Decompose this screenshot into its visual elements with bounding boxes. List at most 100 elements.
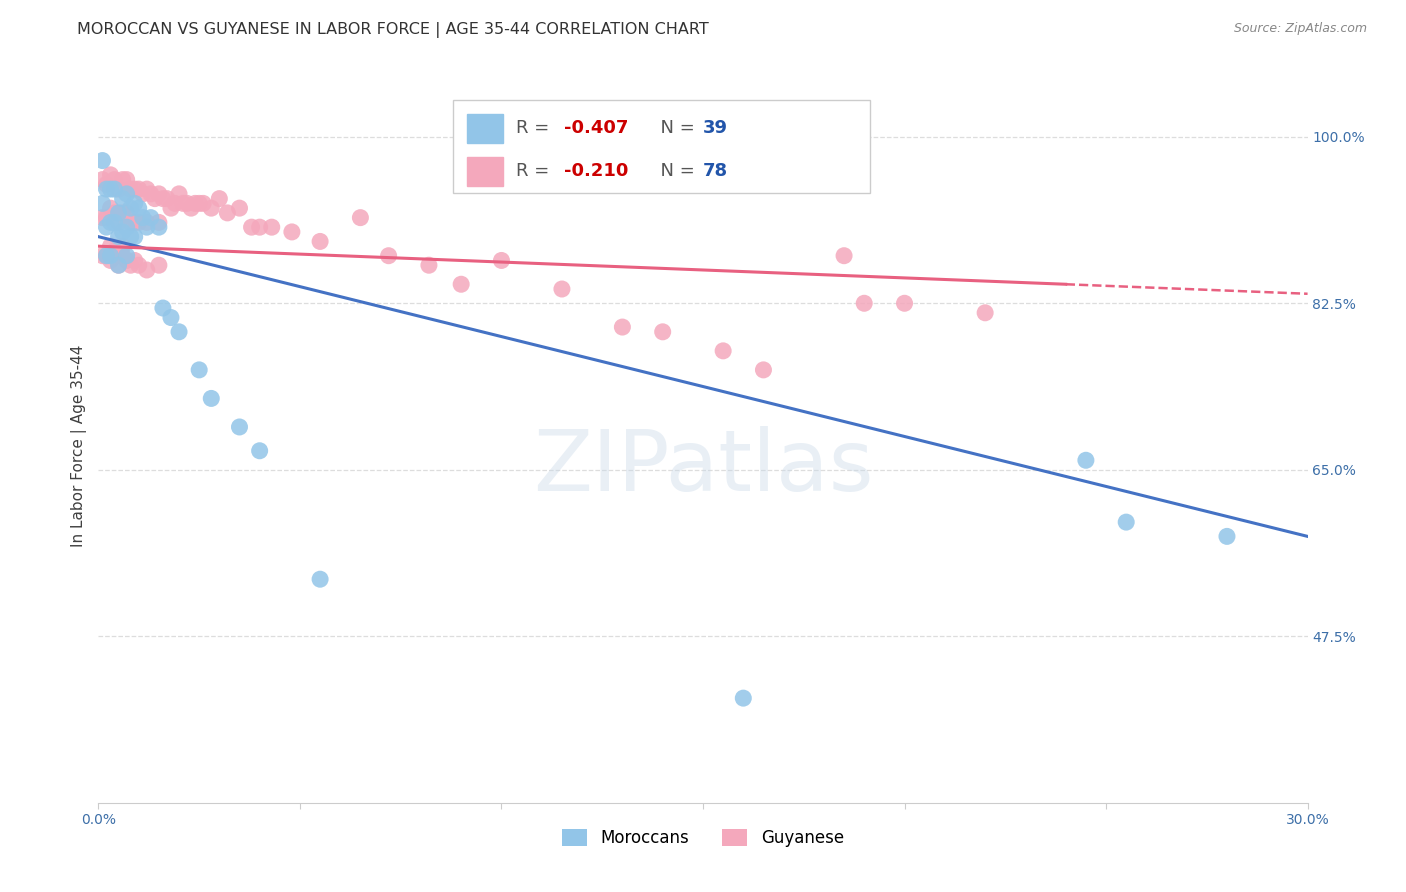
Point bbox=[111, 225, 134, 239]
Point bbox=[200, 201, 222, 215]
Point bbox=[733, 691, 755, 706]
Point bbox=[120, 215, 142, 229]
Point bbox=[139, 211, 162, 225]
Point bbox=[152, 192, 174, 206]
Point bbox=[91, 211, 114, 225]
Point bbox=[450, 277, 472, 292]
Point bbox=[124, 196, 146, 211]
Point bbox=[100, 201, 122, 215]
Point bbox=[349, 211, 371, 225]
Point bbox=[100, 182, 122, 196]
Point bbox=[551, 282, 574, 296]
Text: 78: 78 bbox=[703, 162, 728, 180]
Point bbox=[100, 168, 122, 182]
Point bbox=[107, 206, 129, 220]
Point bbox=[107, 258, 129, 272]
Point bbox=[148, 186, 170, 201]
Point bbox=[711, 343, 734, 358]
Point bbox=[120, 258, 142, 272]
Point bbox=[1074, 453, 1097, 467]
Point bbox=[103, 206, 125, 220]
Point bbox=[240, 220, 263, 235]
Point bbox=[651, 325, 673, 339]
Point bbox=[107, 249, 129, 263]
Point bbox=[115, 186, 138, 201]
Point bbox=[377, 249, 399, 263]
Point bbox=[96, 211, 118, 225]
Point bbox=[156, 192, 179, 206]
Point bbox=[249, 220, 271, 235]
Point bbox=[974, 306, 997, 320]
Point bbox=[148, 220, 170, 235]
Point bbox=[184, 196, 207, 211]
Point bbox=[115, 249, 138, 263]
Point bbox=[167, 186, 190, 201]
Point bbox=[120, 229, 142, 244]
Point bbox=[152, 301, 174, 315]
FancyBboxPatch shape bbox=[453, 100, 870, 193]
Text: -0.407: -0.407 bbox=[564, 120, 628, 137]
Point bbox=[107, 182, 129, 196]
Text: N =: N = bbox=[648, 162, 700, 180]
Point bbox=[309, 572, 332, 586]
Point bbox=[107, 258, 129, 272]
Point bbox=[100, 253, 122, 268]
Text: -0.210: -0.210 bbox=[564, 162, 628, 180]
Point bbox=[91, 196, 114, 211]
Point bbox=[180, 201, 202, 215]
Point bbox=[96, 249, 118, 263]
Point bbox=[115, 172, 138, 186]
Point bbox=[853, 296, 876, 310]
Point bbox=[193, 196, 215, 211]
Point bbox=[167, 325, 190, 339]
Point bbox=[120, 201, 142, 215]
Point bbox=[752, 363, 775, 377]
Text: R =: R = bbox=[516, 162, 554, 180]
Point bbox=[128, 182, 150, 196]
Point bbox=[893, 296, 915, 310]
Point bbox=[217, 206, 239, 220]
Point bbox=[96, 220, 118, 235]
Point bbox=[1115, 515, 1137, 529]
Point bbox=[124, 253, 146, 268]
Point bbox=[228, 420, 250, 434]
Point bbox=[418, 258, 440, 272]
Point bbox=[163, 196, 186, 211]
Point bbox=[176, 196, 198, 211]
Legend: Moroccans, Guyanese: Moroccans, Guyanese bbox=[554, 821, 852, 855]
Point bbox=[139, 186, 162, 201]
Point bbox=[103, 172, 125, 186]
Point bbox=[160, 310, 183, 325]
Point bbox=[188, 363, 211, 377]
Point bbox=[91, 249, 114, 263]
Point bbox=[91, 172, 114, 186]
Point bbox=[172, 196, 194, 211]
Point bbox=[111, 249, 134, 263]
Point bbox=[100, 239, 122, 253]
Point bbox=[96, 249, 118, 263]
Point bbox=[100, 249, 122, 263]
Point bbox=[200, 392, 222, 406]
Point bbox=[160, 201, 183, 215]
Point bbox=[128, 215, 150, 229]
Point bbox=[281, 225, 304, 239]
Point bbox=[143, 192, 166, 206]
Text: MOROCCAN VS GUYANESE IN LABOR FORCE | AGE 35-44 CORRELATION CHART: MOROCCAN VS GUYANESE IN LABOR FORCE | AG… bbox=[77, 22, 709, 38]
Point bbox=[115, 220, 138, 235]
Point bbox=[135, 215, 157, 229]
Point bbox=[111, 239, 134, 253]
Point bbox=[100, 215, 122, 229]
Point bbox=[135, 182, 157, 196]
Point bbox=[91, 153, 114, 168]
Y-axis label: In Labor Force | Age 35-44: In Labor Force | Age 35-44 bbox=[72, 345, 87, 547]
Point bbox=[115, 206, 138, 220]
Point bbox=[228, 201, 250, 215]
Point bbox=[188, 196, 211, 211]
Point bbox=[148, 258, 170, 272]
Text: N =: N = bbox=[648, 120, 700, 137]
Point bbox=[124, 215, 146, 229]
Point bbox=[115, 253, 138, 268]
Point bbox=[1216, 529, 1239, 543]
Point bbox=[103, 249, 125, 263]
Point bbox=[124, 229, 146, 244]
